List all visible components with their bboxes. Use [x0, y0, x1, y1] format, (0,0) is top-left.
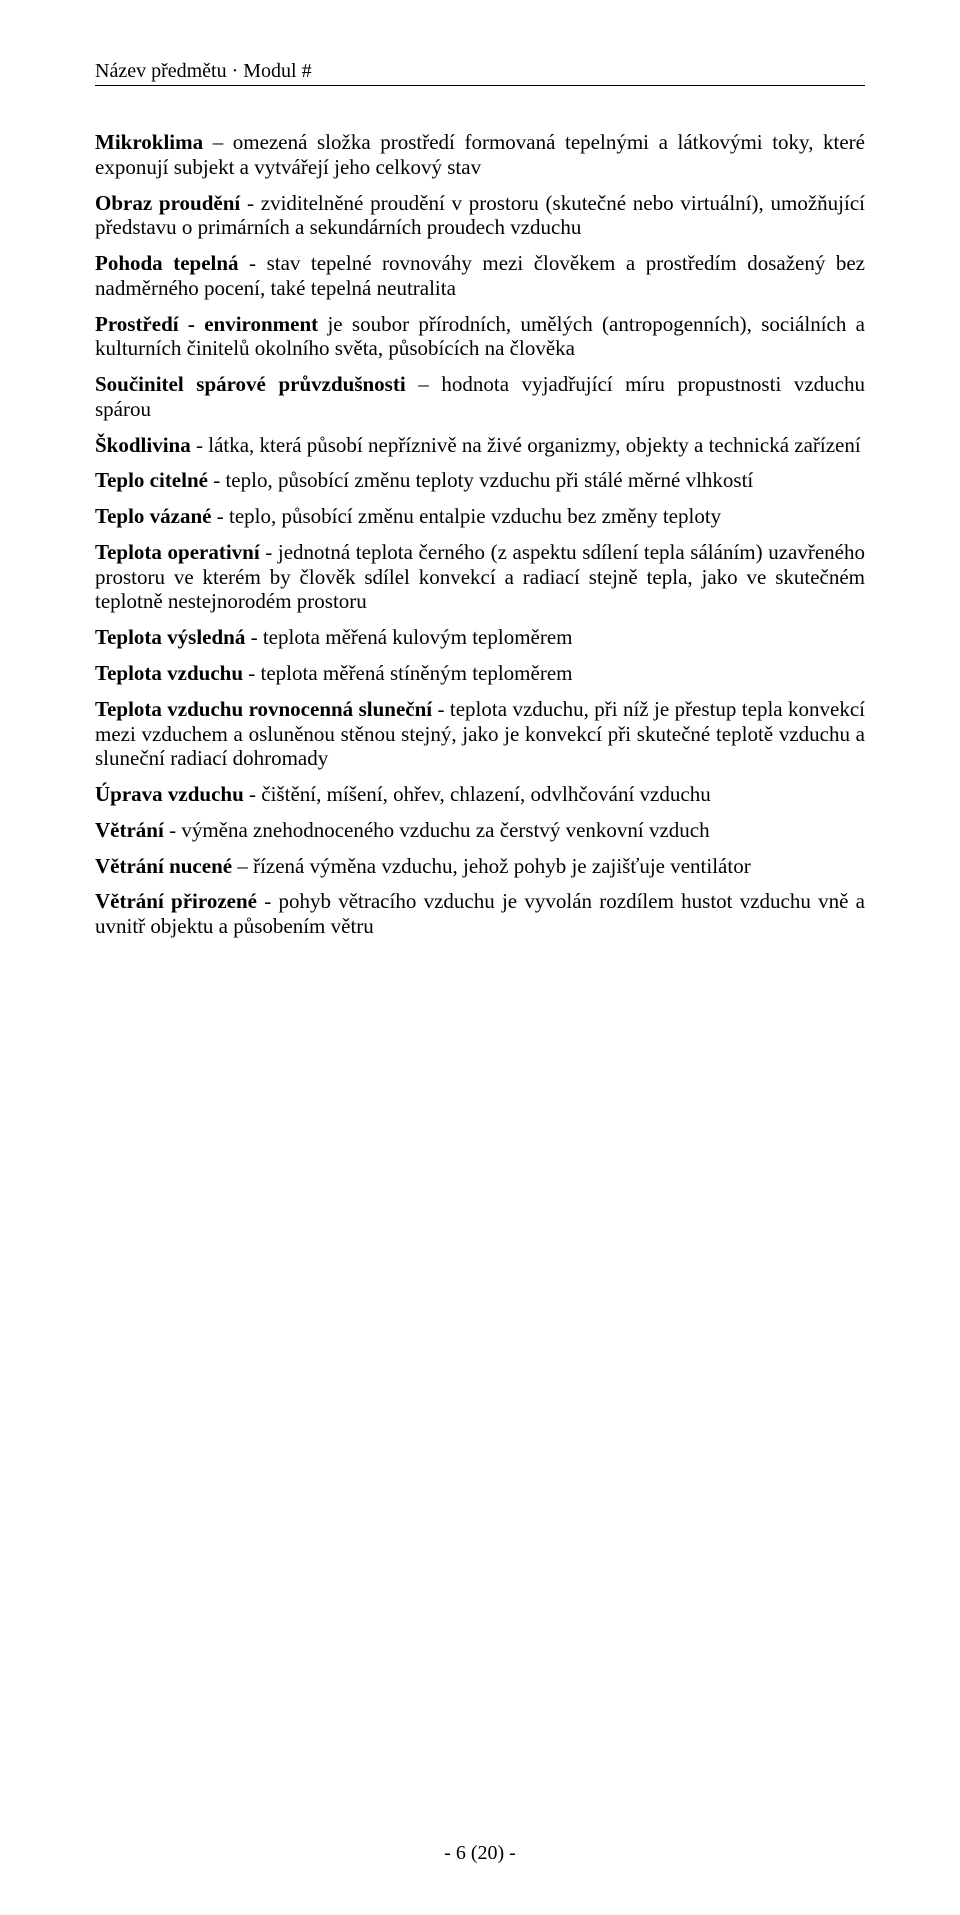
definition-separator: – — [406, 372, 442, 396]
definition-separator: - — [211, 504, 229, 528]
definition-term: Větrání — [95, 818, 164, 842]
definition-separator: - — [191, 433, 209, 457]
definition-term: Větrání nucené — [95, 854, 232, 878]
definition-separator: – — [232, 854, 253, 878]
definition-term: Prostředí - environment — [95, 312, 318, 336]
definition-separator: - — [240, 191, 261, 215]
definition-term: Teplota vzduchu — [95, 661, 243, 685]
definition-separator: - — [257, 889, 278, 913]
definition-separator: - — [243, 661, 261, 685]
definition-item: Teplota vzduchu - teplota měřená stíněný… — [95, 661, 865, 686]
definition-text: výměna znehodnoceného vzduchu za čerstvý… — [181, 818, 709, 842]
definition-separator: - — [260, 540, 278, 564]
page-footer: - 6 (20) - — [0, 1842, 960, 1865]
definition-term: Obraz proudění — [95, 191, 240, 215]
definition-item: Mikroklima – omezená složka prostředí fo… — [95, 130, 865, 180]
definition-separator: - — [239, 251, 267, 275]
definition-separator: - — [432, 697, 450, 721]
definition-term: Teplota výsledná — [95, 625, 245, 649]
definition-text: teplota měřená stíněným teploměrem — [261, 661, 573, 685]
definition-term: Teplo vázané — [95, 504, 211, 528]
definition-item: Obraz proudění - zviditelněné proudění v… — [95, 191, 865, 241]
definition-text: teplota měřená kulovým teploměrem — [263, 625, 573, 649]
definition-item: Teplo vázané - teplo, působící změnu ent… — [95, 504, 865, 529]
definition-term: Úprava vzduchu — [95, 782, 244, 806]
definition-term: Teplota operativní — [95, 540, 260, 564]
definition-item: Pohoda tepelná - stav tepelné rovnováhy … — [95, 251, 865, 301]
definition-item: Úprava vzduchu - čištění, míšení, ohřev,… — [95, 782, 865, 807]
definition-item: Větrání nucené – řízená výměna vzduchu, … — [95, 854, 865, 879]
definition-term: Větrání přirozené — [95, 889, 257, 913]
definition-item: Prostředí - environment je soubor přírod… — [95, 312, 865, 362]
definition-separator: - — [245, 625, 263, 649]
definition-item: Teplota operativní - jednotná teplota če… — [95, 540, 865, 614]
definition-separator: - — [164, 818, 182, 842]
definition-term: Mikroklima — [95, 130, 203, 154]
definition-term: Součinitel spárové průvzdušnosti — [95, 372, 406, 396]
definition-term: Teplo citelné — [95, 468, 208, 492]
page: Název předmětu · Modul # Mikroklima – om… — [0, 0, 960, 1915]
definition-separator: – — [203, 130, 233, 154]
definition-item: Teplota výsledná - teplota měřená kulový… — [95, 625, 865, 650]
definition-term: Škodlivina — [95, 433, 191, 457]
definition-separator: - — [208, 468, 226, 492]
definition-item: Teplota vzduchu rovnocenná sluneční - te… — [95, 697, 865, 771]
definition-separator: - — [244, 782, 262, 806]
definition-term: Teplota vzduchu rovnocenná sluneční — [95, 697, 432, 721]
definition-text: teplo, působící změnu entalpie vzduchu b… — [229, 504, 721, 528]
definition-item: Škodlivina - látka, která působí nepřízn… — [95, 433, 865, 458]
definition-text: teplo, působící změnu teploty vzduchu př… — [225, 468, 753, 492]
definition-text: látka, která působí nepříznivě na živé o… — [208, 433, 860, 457]
definition-item: Větrání - výměna znehodnoceného vzduchu … — [95, 818, 865, 843]
definition-text: řízená výměna vzduchu, jehož pohyb je za… — [253, 854, 751, 878]
page-header: Název předmětu · Modul # — [95, 60, 865, 86]
definition-item: Součinitel spárové průvzdušnosti – hodno… — [95, 372, 865, 422]
definition-item: Větrání přirozené - pohyb větracího vzdu… — [95, 889, 865, 939]
definition-text: čištění, míšení, ohřev, chlazení, odvlhč… — [261, 782, 710, 806]
definition-item: Teplo citelné - teplo, působící změnu te… — [95, 468, 865, 493]
definitions-list: Mikroklima – omezená složka prostředí fo… — [95, 130, 865, 939]
definition-term: Pohoda tepelná — [95, 251, 239, 275]
